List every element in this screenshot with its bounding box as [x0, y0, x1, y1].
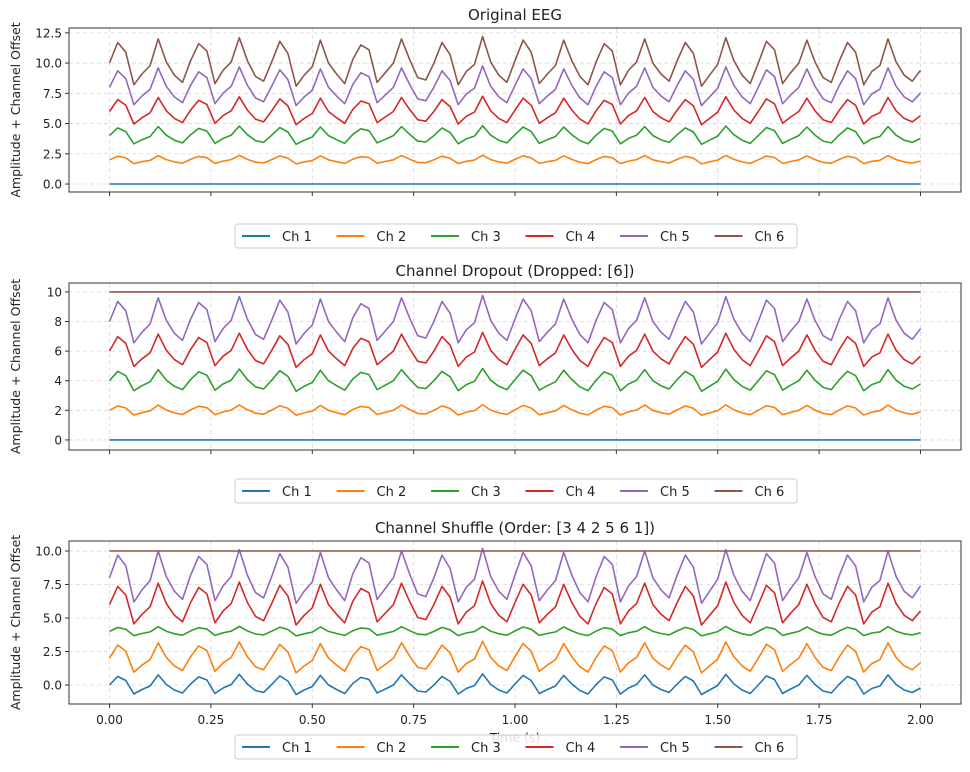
- panel-title: Original EEG: [468, 6, 562, 24]
- legend-label-ch3: Ch 3: [471, 230, 501, 245]
- legend: Ch 1 Ch 2 Ch 3 Ch 4 Ch 5 Ch 6: [234, 223, 798, 249]
- series-line-ch2: [109, 154, 921, 165]
- y-tick-label: 0: [54, 433, 62, 447]
- x-tick-label: 0.00: [96, 713, 123, 727]
- legend-label-ch1: Ch 1: [282, 485, 312, 500]
- x-tick-label: 1.00: [502, 713, 529, 727]
- y-tick-label: 6: [54, 345, 62, 359]
- y-tick-label: 10.0: [35, 57, 62, 71]
- x-tick-label: 2.00: [907, 713, 934, 727]
- x-tick-label: 1.50: [704, 713, 731, 727]
- y-axis-label: Amplitude + Channel Offset: [8, 22, 23, 197]
- legend-label-ch4: Ch 4: [566, 485, 596, 500]
- y-tick-label: 10.0: [35, 545, 62, 559]
- series-line-ch3: [108, 124, 921, 146]
- legend-label-ch3: Ch 3: [471, 741, 501, 756]
- y-tick-label: 12.5: [35, 26, 62, 40]
- series-line-ch5: [108, 294, 922, 345]
- y-tick-label: 5.0: [43, 117, 62, 131]
- y-tick-label: 2.5: [43, 147, 62, 161]
- legend-label-ch2: Ch 2: [377, 741, 407, 756]
- x-tick-label: 0.75: [400, 713, 427, 727]
- legend-label-ch2: Ch 2: [377, 230, 407, 245]
- series-line-ch3: [108, 367, 921, 393]
- axes-frame: [68, 282, 962, 451]
- legend-label-ch4: Ch 4: [566, 741, 596, 756]
- legend-label-ch6: Ch 6: [755, 741, 785, 756]
- x-tick-label: 0.25: [198, 713, 225, 727]
- x-tick-label: 1.25: [603, 713, 630, 727]
- y-tick-label: 0.0: [43, 178, 62, 192]
- series-line-ch2: [108, 640, 922, 674]
- legend-label-ch5: Ch 5: [660, 741, 690, 756]
- legend-label-ch1: Ch 1: [282, 741, 312, 756]
- legend: Ch 1 Ch 2 Ch 3 Ch 4 Ch 5 Ch 6: [234, 478, 798, 504]
- series-line-ch1: [108, 673, 921, 696]
- y-tick-label: 7.5: [43, 87, 62, 101]
- series-line-ch2: [109, 403, 921, 416]
- y-tick-label: 8: [54, 315, 62, 329]
- y-tick-label: 2: [54, 404, 62, 418]
- series-line-ch5: [108, 65, 922, 107]
- legend-label-ch3: Ch 3: [471, 485, 501, 500]
- legend-label-ch1: Ch 1: [282, 230, 312, 245]
- y-axis-label: Amplitude + Channel Offset: [8, 279, 23, 454]
- y-tick-label: 7.5: [43, 578, 62, 592]
- series-line-ch6: [108, 35, 922, 87]
- legend-box: [234, 223, 798, 249]
- panel-title: Channel Shuffle (Order: [3 4 2 5 6 1]): [375, 519, 655, 537]
- series-line-ch4: [108, 331, 922, 369]
- legend-label-ch2: Ch 2: [377, 485, 407, 500]
- series-line-ch4: [108, 95, 921, 126]
- legend: Ch 1 Ch 2 Ch 3 Ch 4 Ch 5 Ch 6: [234, 734, 798, 760]
- y-tick-label: 2.5: [43, 645, 62, 659]
- legend-label-ch5: Ch 5: [660, 230, 690, 245]
- y-tick-label: 4: [54, 374, 62, 388]
- legend-label-ch5: Ch 5: [660, 485, 690, 500]
- axes-frame: [68, 27, 962, 193]
- panel-title: Channel Dropout (Dropped: [6]): [396, 262, 635, 280]
- panel-1: 0.0 2.5 5.0 7.5 10.0 12.5 Original EEG Amplitud…: [8, 6, 962, 249]
- legend-box: [234, 478, 798, 504]
- y-tick-label: 0.0: [43, 678, 62, 692]
- legend-label-ch4: Ch 4: [566, 230, 596, 245]
- y-axis-label: Amplitude + Channel Offset: [8, 535, 23, 710]
- x-tick-label: 0.50: [299, 713, 326, 727]
- series-line-ch5: [108, 547, 922, 605]
- x-tick-label: 1.75: [806, 713, 833, 727]
- series-line-ch4: [108, 580, 922, 626]
- panel-3: 0.00 0.25 0.50 0.75 1.00 1.25 1.50 1.75 2.00 0.0 2…: [8, 519, 962, 760]
- legend-label-ch6: Ch 6: [755, 485, 785, 500]
- y-tick-label: 5.0: [43, 612, 62, 626]
- y-tick-label: 10: [47, 285, 62, 299]
- legend-box: [234, 734, 798, 760]
- axes-frame: [68, 540, 962, 705]
- panel-2: 0 2 4 6 8 10 Channel Dropout (Dropped: [6]) Amp…: [8, 262, 962, 504]
- series-line-ch3: [109, 625, 921, 637]
- legend-label-ch6: Ch 6: [755, 230, 785, 245]
